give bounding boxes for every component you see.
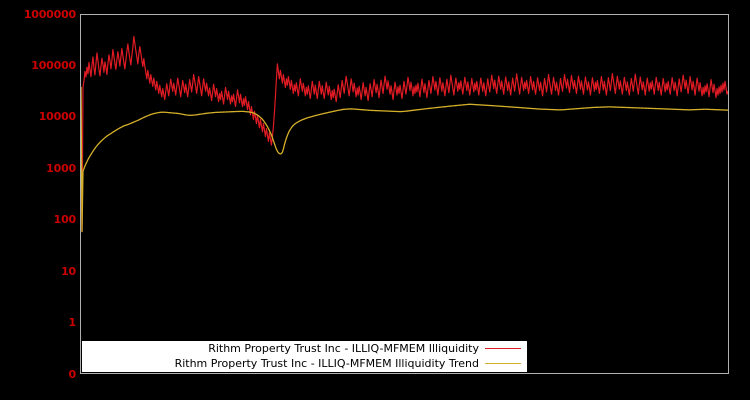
chart-legend: Rithm Property Trust Inc - ILLIQ-MFMEM I… xyxy=(82,341,527,372)
legend-label-illiquidity: Rithm Property Trust Inc - ILLIQ-MFMEM I… xyxy=(208,342,479,355)
plot-frame xyxy=(80,14,729,374)
y-tick-label-1000: 1000 xyxy=(46,162,76,175)
y-tick-label-0: 0 xyxy=(68,368,77,381)
y-tick-label-1: 1 xyxy=(68,316,77,329)
legend-entry-illiquidity: Rithm Property Trust Inc - ILLIQ-MFMEM I… xyxy=(82,341,527,356)
legend-swatch-illiquidity xyxy=(485,348,521,349)
series-layer xyxy=(81,35,728,233)
y-tick-label-1000000: 1000000 xyxy=(23,8,76,21)
legend-entry-illiquidity-trend: Rithm Property Trust Inc - ILLIQ-MFMEM I… xyxy=(82,356,527,371)
y-tick-label-100: 100 xyxy=(53,213,77,226)
y-tick-label-100000: 100000 xyxy=(31,59,76,72)
series-line-illiquidity xyxy=(81,35,728,233)
y-tick-label-10000: 10000 xyxy=(38,110,76,123)
y-tick-label-10: 10 xyxy=(61,265,76,278)
legend-swatch-illiquidity-trend xyxy=(485,363,521,364)
series-line-illiquidity-trend xyxy=(81,86,728,233)
chart-plot-area xyxy=(81,35,728,233)
legend-label-illiquidity-trend: Rithm Property Trust Inc - ILLIQ-MFMEM I… xyxy=(174,357,479,370)
